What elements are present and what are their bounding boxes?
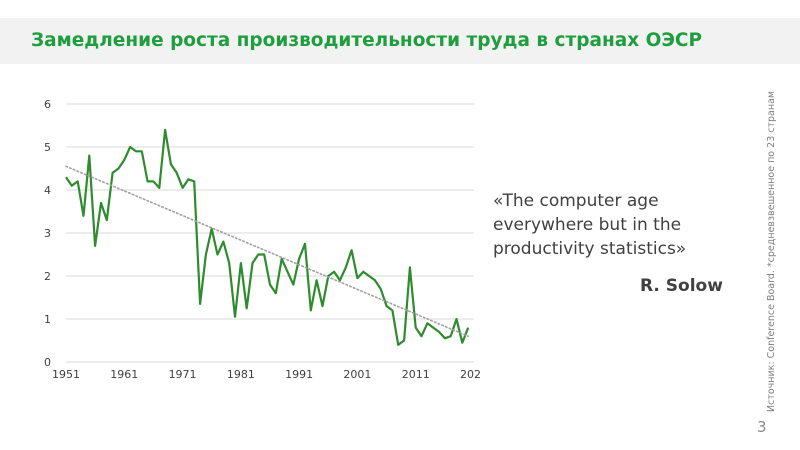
y-tick-label: 1 (44, 313, 51, 326)
y-tick-label: 2 (44, 270, 51, 283)
y-tick-label: 3 (44, 227, 51, 240)
productivity-chart: 0 1 2 3 4 5 6 1951 1961 1971 1981 1991 2001 2011 2021 (44, 98, 480, 381)
title-band (0, 18, 800, 64)
quote-author: R. Solow (640, 276, 723, 296)
productivity-growth-line (65, 128, 470, 346)
page-number: 3 (757, 418, 767, 436)
slide-title: Замедление роста производительности труд… (31, 30, 703, 51)
y-tick-label: 5 (44, 141, 51, 154)
x-tick-label: 1961 (110, 368, 138, 381)
y-tick-label: 0 (44, 356, 51, 369)
solow-quote: «The computer age everywhere but in the … (493, 191, 687, 259)
x-tick-label: 1991 (285, 368, 313, 381)
x-tick-label: 2001 (343, 368, 371, 381)
x-tick-label: 1951 (52, 368, 80, 381)
trend-line (65, 165, 470, 337)
x-tick-label: 1971 (169, 368, 197, 381)
x-tick-label: 2011 (402, 368, 430, 381)
x-tick-label: 1981 (227, 368, 255, 381)
y-tick-label: 4 (44, 184, 51, 197)
x-tick-label: 2021 (460, 368, 480, 381)
y-tick-label: 6 (44, 98, 51, 111)
source-note: Источник: Conference Board. *средневзвеш… (766, 90, 777, 412)
